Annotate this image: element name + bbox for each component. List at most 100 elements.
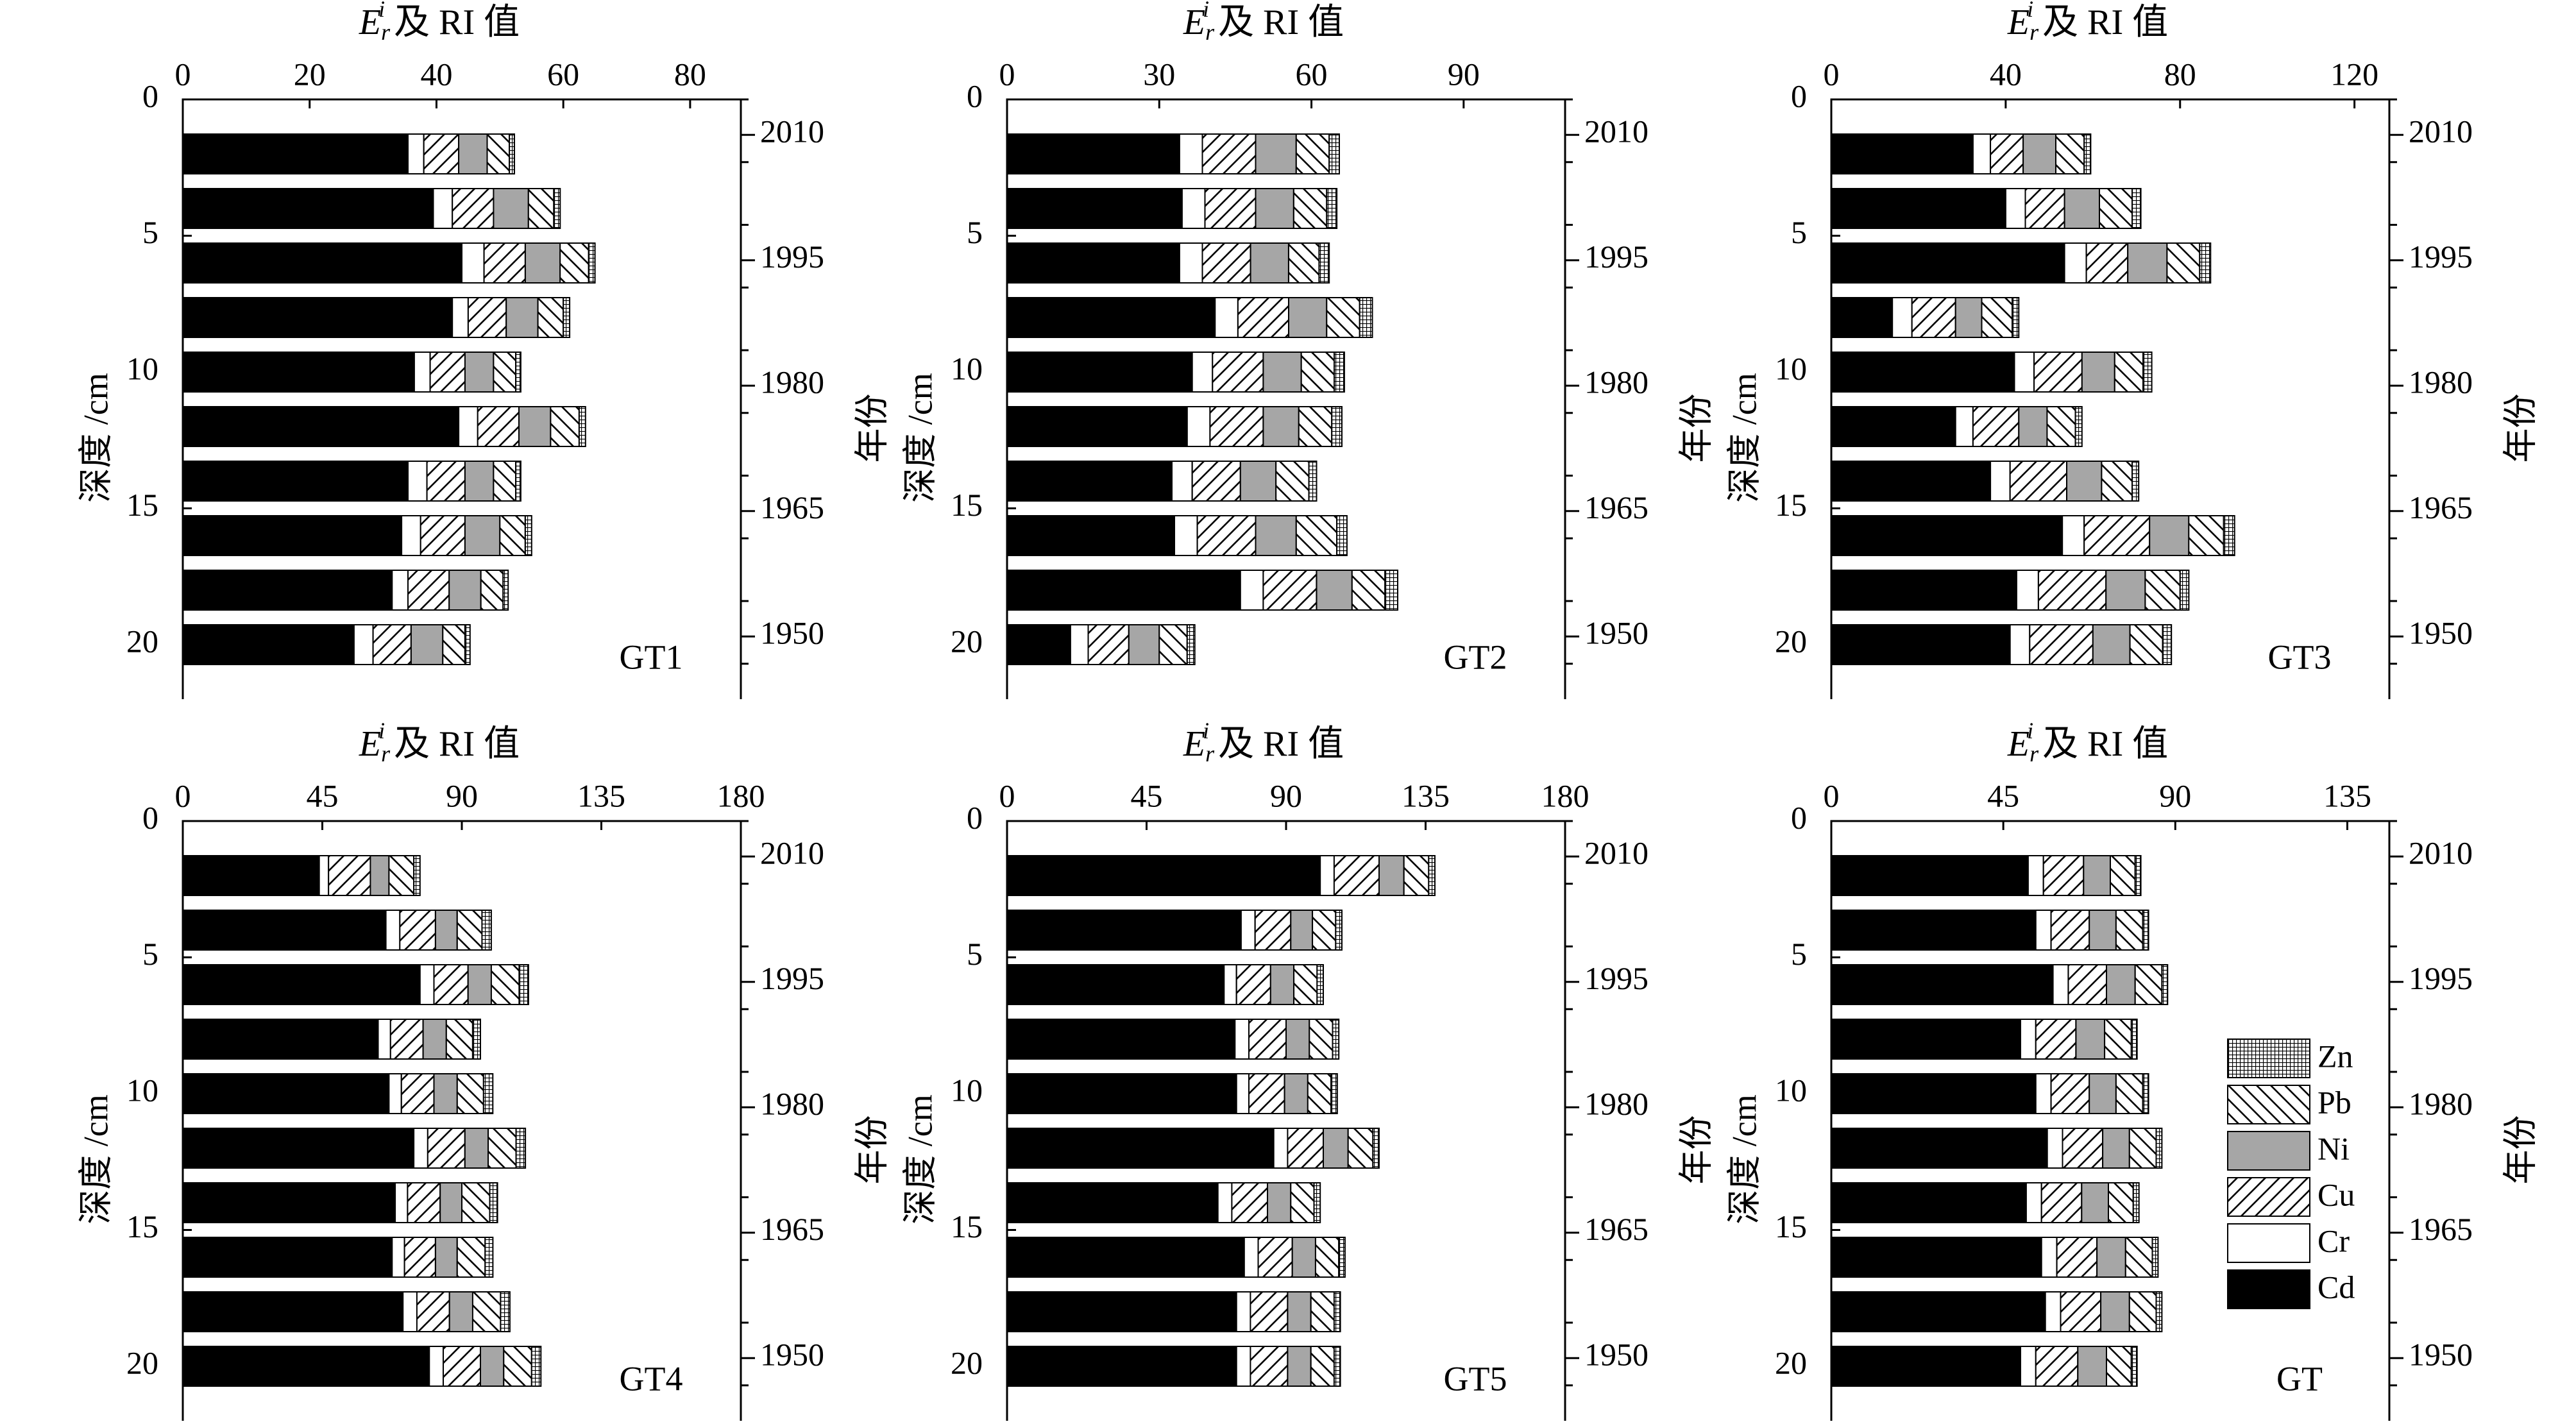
x-axis-title: Eri 及 RI 值 [359,0,520,45]
bar-segment-zn-depth-18 [1333,1291,1341,1332]
x-axis-title-symbol: E [1183,724,1205,764]
bar-segment-cr-depth-14 [407,461,428,502]
bar-segment-cd-depth-6 [182,242,462,284]
bar-segment-ni-depth-4 [1255,188,1294,229]
bar-segment-ni-depth-8 [422,1019,447,1060]
bar-segment-cd-depth-4 [1831,188,2006,229]
bar-segment-cd-depth-8 [1831,297,1894,338]
bar-segment-cu-depth-2 [1333,855,1380,896]
x-tick-label: 60 [547,56,579,92]
bar-segment-ni-depth-18 [448,570,482,611]
bar-segment-cr-depth-2 [1972,133,1992,174]
x-tick-label: 45 [1987,777,2019,813]
bar-segment-cr-depth-20 [2020,1346,2037,1387]
bar-segment-ni-depth-6 [2106,964,2136,1005]
bar-segment-pb-depth-12 [2128,1128,2157,1169]
x-tick-label: 0 [999,777,1015,813]
bar-segment-zn-depth-4 [553,188,561,229]
panel-label: GT1 [620,638,683,676]
y2-tick-label: 1995 [1584,960,1648,996]
bar-segment-cd-depth-10 [1006,352,1193,393]
bar-segment-pb-depth-12 [2046,406,2076,447]
bar-segment-pb-depth-8 [537,297,564,338]
bar-segment-pb-depth-16 [1314,1237,1340,1278]
bar-segment-pb-depth-16 [1295,515,1338,556]
panel-gt: 0 45 90 135 Eri 及 RI 值 0 5 10 15 20 深度 /cm 2010 1995… [1725,718,2539,1421]
y2-tick-label: 1995 [2409,960,2473,996]
x-axis-title-superscript: i [378,718,385,743]
bar-segment-cd-depth-4 [1831,910,2037,951]
bar-segment-cd-depth-6 [1006,964,1225,1005]
bar-segment-zn-depth-10 [2142,1073,2149,1114]
y2-axis-title: 年份 [2501,394,2539,463]
y-tick-label: 20 [951,623,983,659]
bar-segment-pb-depth-8 [1981,297,2013,338]
bar-segment-cu-depth-2 [423,133,460,174]
legend-swatch-ni [2227,1131,2310,1171]
y-axis-title: 深度 /cm [76,1094,115,1224]
bar-segment-ni-depth-12 [518,406,552,447]
bar-segment-ni-depth-8 [2075,1019,2106,1060]
x-axis-title-subscript: r [1205,19,1215,45]
bar-segment-pb-depth-16 [2124,1237,2153,1278]
bar-segment-cr-depth-16 [401,515,421,556]
bar-segment-pb-depth-20 [2106,1346,2132,1387]
bar-segment-cr-depth-18 [391,570,409,611]
x-axis-title-text: 及 RI 值 [385,3,520,42]
bar-segment-cr-depth-20 [2009,624,2031,665]
bar-segment-cd-depth-8 [182,297,453,338]
bar-segment-zn-depth-16 [1338,1237,1346,1278]
x-axis-title: Eri 及 RI 值 [2007,718,2168,767]
bar-segment-zn-depth-8 [2130,1019,2138,1060]
bar-segment-cu-depth-6 [1235,964,1271,1005]
bar-segment-cr-depth-10 [388,1073,402,1114]
bar-segment-cr-depth-2 [407,133,425,174]
bar-segment-cu-depth-4 [2024,188,2065,229]
bar-segment-cr-depth-12 [1186,406,1211,447]
legend-label-ni: Ni [2318,1130,2350,1166]
x-axis-title-text: 及 RI 值 [1209,3,1344,42]
bar-segment-cu-depth-12 [477,406,520,447]
bar-segment-cr-depth-14 [394,1182,409,1223]
bar-segment-cr-depth-18 [2044,1291,2062,1332]
bar-segment-zn-depth-12 [2074,406,2083,447]
bar-segment-cd-depth-12 [1006,406,1188,447]
bar-segment-cr-depth-16 [1174,515,1198,556]
bar-segment-cd-depth-14 [1831,1182,2027,1223]
x-axis-title-symbol: E [359,3,381,42]
bar-segment-zn-depth-14 [2131,461,2140,502]
bar-segment-cr-depth-6 [2052,964,2069,1005]
y-tick-label: 5 [967,214,983,250]
bar-segment-ni-depth-10 [1262,352,1302,393]
bar-segment-zn-depth-16 [1336,515,1348,556]
bar-segment-zn-depth-6 [1316,964,1325,1005]
bar-segment-ni-depth-4 [1290,910,1314,951]
bar-segment-cr-depth-6 [461,242,485,284]
bar-segment-pb-depth-18 [471,1291,502,1332]
bar-segment-pb-depth-20 [1310,1346,1335,1387]
panel-label: GT [2276,1359,2323,1398]
y2-tick-label: 1980 [1584,364,1648,400]
y-tick-label: 20 [951,1344,983,1380]
y-tick-label: 15 [1775,1208,1807,1244]
bar-segment-cd-depth-6 [182,964,421,1005]
bar-segment-zn-depth-10 [1330,1073,1338,1114]
y2-tick-label: 1995 [760,239,824,275]
y-tick-label: 15 [951,487,983,523]
bar-segment-cr-depth-4 [2035,910,2052,951]
bar-segment-cd-depth-20 [182,1346,430,1387]
x-tick-label: 0 [1824,777,1840,813]
bar-segment-cu-depth-8 [1911,297,1956,338]
x-axis-title-symbol: E [359,724,381,764]
bar-segment-cu-depth-8 [2035,1019,2077,1060]
y2-tick-label: 2010 [1584,114,1648,149]
bar-segment-cd-depth-10 [1831,352,2015,393]
bar-segment-pb-depth-8 [1309,1019,1334,1060]
bar-segment-pb-depth-2 [1403,855,1430,896]
bar-segment-ni-depth-6 [1269,964,1295,1005]
bar-segment-pb-depth-6 [1293,964,1318,1005]
bar-segment-cu-depth-18 [1250,1291,1289,1332]
bar-segment-ni-depth-10 [1284,1073,1309,1114]
bar-segment-cr-depth-12 [2046,1128,2063,1169]
